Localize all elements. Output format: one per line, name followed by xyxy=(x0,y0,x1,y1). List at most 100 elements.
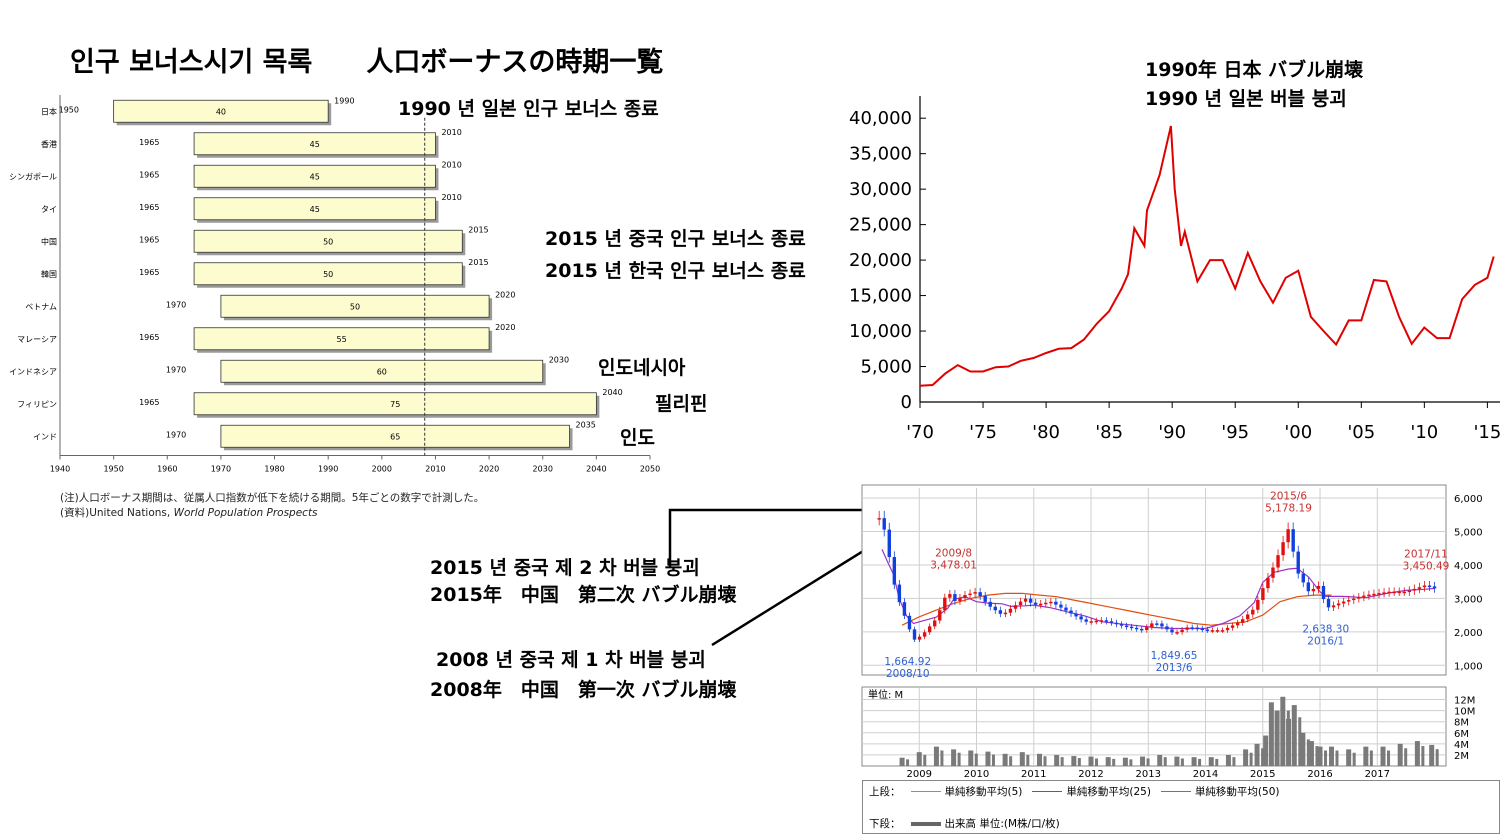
volume-bar xyxy=(1308,741,1314,766)
candle-body xyxy=(1382,592,1386,594)
candle-body xyxy=(1256,599,1260,610)
nikkei-x-tick-label: '10 xyxy=(1410,422,1438,443)
candle-body xyxy=(1417,587,1422,589)
candle-body xyxy=(1427,585,1432,588)
nikkei-x-tick-label: '95 xyxy=(1221,422,1249,443)
volume-bar xyxy=(1286,718,1292,766)
volume-bar xyxy=(1095,758,1099,766)
candle-body xyxy=(1397,591,1401,594)
volume-bar xyxy=(1077,758,1081,766)
shanghai-high-value: 3,478.01 xyxy=(930,559,977,571)
volume-bar xyxy=(957,752,961,766)
volume-bar xyxy=(1324,750,1328,766)
bar-start-label: 1965 xyxy=(139,138,159,147)
volume-bar xyxy=(991,754,995,766)
candle-body xyxy=(1190,627,1194,629)
candle-body xyxy=(1089,621,1093,623)
volume-y-tick-label: 8M xyxy=(1454,718,1469,729)
annotation-jp-bubble-ja: 1990年 日本 バブル崩壊 xyxy=(1145,59,1364,81)
candle-body xyxy=(1321,585,1326,600)
shanghai-y-tick-label: 3,000 xyxy=(1454,594,1483,605)
nikkei-x-tick-label: '05 xyxy=(1347,422,1375,443)
volume-bar xyxy=(1328,746,1334,766)
bar-category-label: シンガポール xyxy=(9,171,57,181)
candle-body xyxy=(1094,620,1098,623)
candle-body xyxy=(1296,551,1300,574)
volume-bar xyxy=(1112,758,1116,766)
volume-bar xyxy=(1191,757,1197,766)
volume-bar xyxy=(1122,757,1128,766)
volume-bar xyxy=(1036,753,1042,766)
candle-body xyxy=(953,594,957,601)
shanghai-low-date: 2016/1 xyxy=(1307,636,1344,648)
volume-bar xyxy=(1261,748,1265,766)
nikkei-x-tick-label: '70 xyxy=(906,422,934,443)
bar-x-tick-label: 1950 xyxy=(103,465,123,474)
bar-category-label: 韓国 xyxy=(41,269,57,279)
bar xyxy=(220,359,544,383)
candle-body xyxy=(1175,632,1179,634)
bar-start-label: 1965 xyxy=(139,235,159,244)
volume-bar xyxy=(1268,702,1274,766)
candle-body xyxy=(1049,601,1053,604)
candle-body xyxy=(978,592,982,596)
candle-body xyxy=(1013,605,1018,609)
volume-bar xyxy=(1043,756,1047,766)
volume-bar xyxy=(899,757,905,766)
volume-bar xyxy=(1397,743,1403,766)
candle-body xyxy=(1422,585,1427,588)
shanghai-low-value: 1,849.65 xyxy=(1151,650,1198,662)
volume-bar xyxy=(940,750,944,766)
bar xyxy=(193,262,463,286)
legend-ma50: 単純移動平均(50) xyxy=(1194,786,1280,798)
volume-bar xyxy=(1002,753,1008,766)
bar-x-tick-label: 1990 xyxy=(318,465,338,474)
annotation-indonesia: 인도네시아 xyxy=(598,357,686,379)
bar-x-tick-label: 2000 xyxy=(372,465,392,474)
volume-bar xyxy=(906,759,910,766)
bar-start-label: 1965 xyxy=(139,203,159,212)
bar xyxy=(193,392,597,416)
shanghai-y-tick-label: 4,000 xyxy=(1454,561,1483,572)
volume-bar xyxy=(1129,759,1133,766)
volume-bar xyxy=(1215,758,1219,766)
volume-bar xyxy=(985,751,991,766)
volume-bar xyxy=(1315,746,1319,766)
bar-chart-marks xyxy=(113,99,600,456)
bar xyxy=(113,99,329,123)
bar-category-label: マレーシア xyxy=(17,335,57,344)
volume-bars xyxy=(899,696,1439,766)
volume-bar xyxy=(1105,757,1111,766)
nikkei-line xyxy=(919,125,1495,387)
nikkei-y-tick-label: 40,000 xyxy=(849,108,912,129)
candle-body xyxy=(1079,616,1083,620)
bar-value-label: 75 xyxy=(390,400,400,409)
candle-body xyxy=(1316,585,1321,589)
bar-x-tick-label: 1960 xyxy=(157,465,177,474)
volume-bar xyxy=(1369,750,1373,766)
nikkei-axes: 0 5,000 10,000 15,000 20,000 25,000 30,000 35,0… xyxy=(849,96,1501,443)
candle-body xyxy=(1180,629,1184,633)
shanghai-low-date: 2013/6 xyxy=(1156,662,1193,674)
population-bonus-chart: 1940 1950 1960 1970 1980 1990 2000 2010 2020 2030… xyxy=(9,95,660,474)
bar-start-label: 1950 xyxy=(59,105,79,114)
candle-body xyxy=(1134,627,1139,630)
bar-end-label: 2020 xyxy=(495,290,515,299)
candle-body xyxy=(1104,620,1109,622)
shanghai-high-value: 5,178.19 xyxy=(1265,503,1312,515)
candle-body xyxy=(1432,586,1437,589)
bar-x-tick-label: 2010 xyxy=(425,465,445,474)
candle-body xyxy=(1165,626,1169,630)
shanghai-high-label: 2009/8 xyxy=(935,547,972,559)
candle-body xyxy=(897,584,902,603)
bar-category-label: タイ xyxy=(41,205,57,214)
bar-value-label: 60 xyxy=(377,367,387,376)
candle-body xyxy=(983,595,987,602)
candle-body xyxy=(1367,594,1371,597)
bar-x-tick-label: 1940 xyxy=(50,465,70,474)
volume-x-tick-label: 2015 xyxy=(1250,769,1275,780)
candle-body xyxy=(922,632,927,637)
candle-body xyxy=(1054,601,1058,605)
bar-end-label: 2035 xyxy=(576,420,596,429)
shanghai-ma25 xyxy=(881,549,1435,630)
